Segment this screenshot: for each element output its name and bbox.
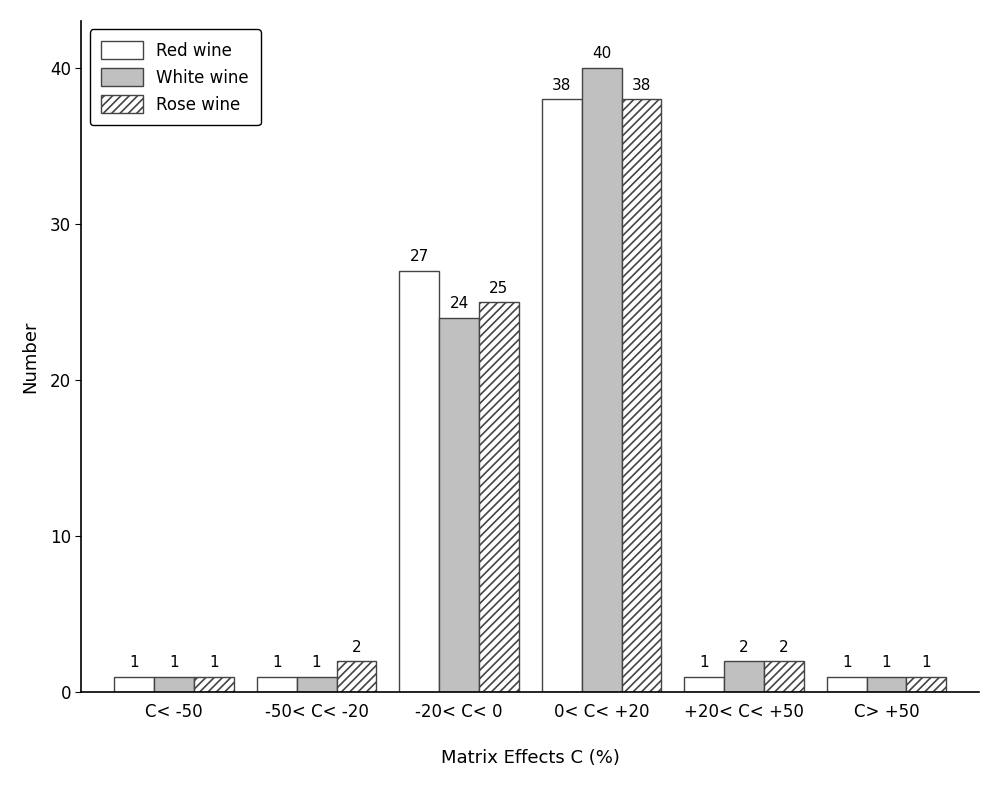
- Text: 24: 24: [449, 296, 469, 311]
- Text: 2: 2: [739, 640, 749, 655]
- Text: 1: 1: [209, 656, 219, 671]
- Bar: [827, 677, 867, 693]
- Bar: [194, 677, 234, 693]
- Text: 1: 1: [699, 656, 709, 671]
- Bar: [906, 677, 946, 693]
- Bar: [114, 677, 154, 693]
- Text: 1: 1: [842, 656, 851, 671]
- Bar: [154, 677, 194, 693]
- Bar: [399, 270, 439, 693]
- Text: 1: 1: [169, 656, 179, 671]
- Text: 40: 40: [592, 46, 611, 61]
- Text: 1: 1: [129, 656, 139, 671]
- Bar: [257, 677, 297, 693]
- Text: 27: 27: [410, 250, 429, 265]
- Bar: [297, 677, 337, 693]
- Bar: [582, 68, 622, 693]
- X-axis label: Matrix Effects C (%): Matrix Effects C (%): [441, 749, 620, 768]
- Bar: [479, 302, 519, 693]
- Text: 1: 1: [922, 656, 931, 671]
- Text: 38: 38: [552, 78, 571, 93]
- Text: 2: 2: [352, 640, 361, 655]
- Text: 1: 1: [882, 656, 891, 671]
- Text: 38: 38: [632, 78, 651, 93]
- Text: 2: 2: [779, 640, 789, 655]
- Bar: [542, 99, 582, 693]
- Legend: Red wine, White wine, Rose wine: Red wine, White wine, Rose wine: [90, 29, 261, 125]
- Bar: [764, 661, 804, 693]
- Bar: [439, 318, 479, 693]
- Y-axis label: Number: Number: [21, 320, 39, 392]
- Text: 1: 1: [312, 656, 321, 671]
- Bar: [337, 661, 376, 693]
- Bar: [867, 677, 906, 693]
- Bar: [622, 99, 661, 693]
- Bar: [724, 661, 764, 693]
- Bar: [684, 677, 724, 693]
- Text: 25: 25: [489, 281, 509, 296]
- Text: 1: 1: [272, 656, 282, 671]
